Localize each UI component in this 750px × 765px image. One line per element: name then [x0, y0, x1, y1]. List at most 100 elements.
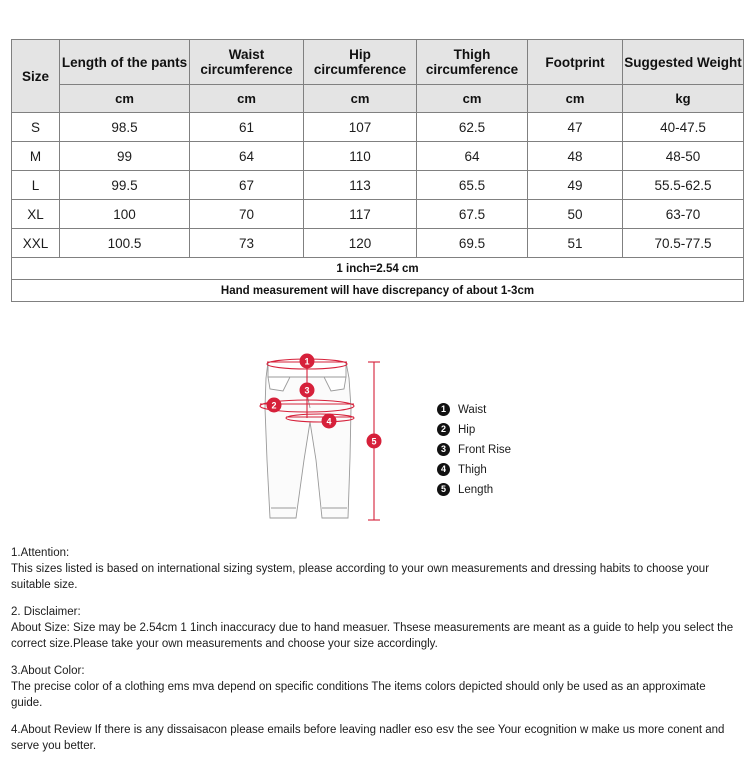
- cell-thigh: 64: [416, 141, 528, 171]
- cell-length: 99: [59, 141, 190, 171]
- cell-hip: 107: [303, 112, 417, 142]
- table-footer-row-conversion: 1 inch=2.54 cm: [11, 257, 744, 280]
- note-about-color-body: The precise color of a clothing ems mva …: [11, 681, 706, 709]
- cell-weight: 55.5-62.5: [622, 170, 744, 200]
- legend-badge-4-icon: 4: [437, 463, 450, 476]
- note-disclaimer-title: 2. Disclaimer:: [11, 606, 81, 618]
- svg-text:2: 2: [271, 401, 276, 411]
- size-chart-table: Size Length of the pants Waist circumfer…: [11, 39, 744, 302]
- size-chart-table-container: Size Length of the pants Waist circumfer…: [11, 39, 744, 302]
- cell-waist: 61: [189, 112, 304, 142]
- diagram-marker-4: 4: [321, 413, 337, 429]
- note-about-color: 3.About Color: The precise color of a cl…: [11, 663, 739, 711]
- cell-footprint: 51: [527, 228, 623, 258]
- cell-waist: 73: [189, 228, 304, 258]
- legend-label-thigh: Thigh: [458, 463, 487, 476]
- table-footer-row-discrepancy: Hand measurement will have discrepancy o…: [11, 279, 744, 302]
- notes-section: 1.Attention: This sizes listed is based …: [11, 545, 739, 765]
- note-attention-title: 1.Attention:: [11, 547, 70, 559]
- svg-text:3: 3: [304, 386, 309, 396]
- note-about-review: 4.About Review If there is any dissaisac…: [11, 722, 739, 754]
- cell-waist: 64: [189, 141, 304, 171]
- cell-footprint: 48: [527, 141, 623, 171]
- cell-weight: 63-70: [622, 199, 744, 229]
- legend-badge-2-icon: 2: [437, 423, 450, 436]
- header-thigh-circumference: Thigh circumference: [416, 39, 528, 85]
- table-row: M 99 64 110 64 48 48-50: [11, 141, 744, 171]
- note-about-review-body: 4.About Review If there is any dissaisac…: [11, 724, 725, 752]
- unit-footprint: cm: [527, 84, 623, 113]
- unit-waist: cm: [189, 84, 304, 113]
- cell-weight: 70.5-77.5: [622, 228, 744, 258]
- measurement-diagram-area: 1 2 3 4 5 1 Waist 2 Hip 3 Front Ris: [0, 340, 750, 540]
- note-disclaimer-body: About Size: Size may be 2.54cm 1 1inch i…: [11, 622, 734, 650]
- legend-label-hip: Hip: [458, 423, 476, 436]
- cell-length: 100.5: [59, 228, 190, 258]
- unit-thigh: cm: [416, 84, 528, 113]
- cell-hip: 117: [303, 199, 417, 229]
- note-attention-body: This sizes listed is based on internatio…: [11, 563, 710, 591]
- cell-footprint: 47: [527, 112, 623, 142]
- cell-footprint: 50: [527, 199, 623, 229]
- note-about-color-title: 3.About Color:: [11, 665, 85, 677]
- header-waist-circumference: Waist circumference: [189, 39, 304, 85]
- unit-weight: kg: [622, 84, 744, 113]
- legend-label-waist: Waist: [458, 403, 487, 416]
- unit-hip: cm: [303, 84, 417, 113]
- legend-label-length: Length: [458, 483, 494, 496]
- table-row: S 98.5 61 107 62.5 47 40-47.5: [11, 112, 744, 142]
- table-row: XXL 100.5 73 120 69.5 51 70.5-77.5: [11, 228, 744, 258]
- legend-item-front-rise: 3 Front Rise: [437, 441, 587, 458]
- svg-text:1: 1: [304, 357, 309, 367]
- table-row: XL 100 70 117 67.5 50 63-70: [11, 199, 744, 229]
- header-suggested-weight: Suggested Weight: [622, 39, 744, 85]
- pants-diagram: 1 2 3 4 5: [259, 353, 382, 521]
- row-size-label: M: [11, 141, 60, 171]
- legend-item-thigh: 4 Thigh: [437, 461, 587, 478]
- cell-thigh: 62.5: [416, 112, 528, 142]
- cell-waist: 70: [189, 199, 304, 229]
- cell-waist: 67: [189, 170, 304, 200]
- cell-hip: 120: [303, 228, 417, 258]
- table-unit-row: cm cm cm cm cm kg: [12, 84, 744, 113]
- cell-thigh: 65.5: [416, 170, 528, 200]
- legend-item-length: 5 Length: [437, 481, 587, 498]
- note-disclaimer: 2. Disclaimer: About Size: Size may be 2…: [11, 604, 739, 652]
- cell-length: 98.5: [59, 112, 190, 142]
- table-header-row: Size Length of the pants Waist circumfer…: [11, 39, 744, 113]
- cell-length: 100: [59, 199, 190, 229]
- cell-footprint: 49: [527, 170, 623, 200]
- header-size: Size: [11, 39, 60, 113]
- legend-item-waist: 1 Waist: [437, 401, 587, 418]
- cell-length: 99.5: [59, 170, 190, 200]
- cell-thigh: 69.5: [416, 228, 528, 258]
- inch-conversion-note: 1 inch=2.54 cm: [11, 257, 744, 280]
- legend-badge-3-icon: 3: [437, 443, 450, 456]
- hand-measurement-note: Hand measurement will have discrepancy o…: [11, 279, 744, 302]
- legend-item-hip: 2 Hip: [437, 421, 587, 438]
- diagram-marker-1: 1: [299, 353, 315, 369]
- svg-text:4: 4: [326, 417, 331, 427]
- legend-label-front-rise: Front Rise: [458, 443, 512, 456]
- note-attention: 1.Attention: This sizes listed is based …: [11, 545, 739, 593]
- thigh-measure-line: [285, 413, 355, 423]
- row-size-label: XL: [11, 199, 60, 229]
- cell-hip: 110: [303, 141, 417, 171]
- diagram-legend: 1 Waist 2 Hip 3 Front Rise 4 Thigh 5 Len…: [437, 401, 587, 501]
- legend-badge-1-icon: 1: [437, 403, 450, 416]
- cell-thigh: 67.5: [416, 199, 528, 229]
- svg-text:5: 5: [371, 437, 376, 447]
- cell-hip: 113: [303, 170, 417, 200]
- diagram-marker-2: 2: [266, 397, 282, 413]
- table-row: L 99.5 67 113 65.5 49 55.5-62.5: [11, 170, 744, 200]
- row-size-label: S: [11, 112, 60, 142]
- cell-weight: 48-50: [622, 141, 744, 171]
- diagram-marker-5: 5: [366, 433, 382, 449]
- diagram-marker-3: 3: [299, 382, 315, 398]
- row-size-label: L: [11, 170, 60, 200]
- row-size-label: XXL: [11, 228, 60, 258]
- header-footprint: Footprint: [527, 39, 623, 85]
- unit-length: cm: [59, 84, 190, 113]
- header-length-of-the-pants: Length of the pants: [59, 39, 190, 85]
- legend-badge-5-icon: 5: [437, 483, 450, 496]
